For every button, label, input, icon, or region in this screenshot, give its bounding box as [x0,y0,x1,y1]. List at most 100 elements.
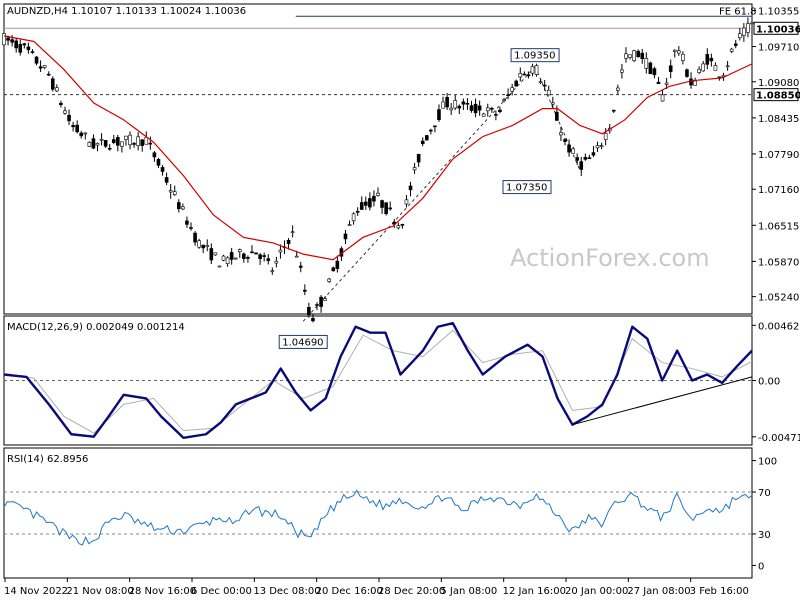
candlestick [583,153,588,161]
candle-body [632,50,636,61]
candle-body [30,51,35,53]
candle-body [681,53,685,61]
candle-body [738,33,742,39]
candlestick [457,104,462,115]
candle-body [473,103,478,114]
candle-body [250,251,254,254]
candle-body [10,39,14,43]
price-annotation: 1.07350 [502,180,552,195]
candlestick [172,185,177,197]
candle-body [502,99,506,102]
candle-body [628,54,632,58]
candlestick [140,139,145,152]
candle-body [555,111,559,121]
candle-body [677,50,681,54]
candlestick [177,199,181,213]
candle-body [538,81,543,84]
candle-body [59,102,63,106]
candlestick [437,104,441,122]
candle-body [388,207,392,210]
candlestick [205,239,210,252]
candlestick [384,202,388,216]
candle-body [485,107,490,112]
price-label-box: 1.10036 [753,21,800,35]
candlestick [136,132,140,151]
candle-body [583,157,588,160]
macd-title: MACD(12,26,9) 0.002049 0.001214 [7,322,185,333]
candlestick [303,284,307,296]
candle-body [490,107,494,110]
candlestick [26,42,31,54]
y-tick-label: 1.10355 [758,6,799,17]
candlestick [738,27,742,41]
candle-body [530,66,535,74]
candlestick [152,151,157,162]
candlestick [412,162,417,174]
candle-body [746,23,750,33]
candle-body [298,265,303,268]
annotation-label: 1.09350 [514,51,555,62]
candlestick [587,154,592,160]
candle-body [469,105,474,111]
candlestick [213,252,218,256]
candle-body [640,52,645,60]
candle-body [713,65,718,71]
candlestick [83,132,88,140]
candlestick [67,109,71,126]
x-tick-label: 20 Jan 00:00 [565,586,628,597]
candle-body [132,143,136,145]
candle-body [656,81,661,84]
candlestick [347,220,352,226]
candle-body [368,198,372,208]
candle-body [534,65,539,75]
candlestick [616,84,620,95]
candle-body [481,113,486,117]
candle-body [181,206,185,210]
candlestick [713,62,718,71]
candlestick [396,222,401,230]
candle-body [587,157,592,160]
candlestick [34,56,39,66]
candlestick [465,98,470,110]
candlestick [359,196,364,210]
candle-body [660,94,665,102]
candle-body [733,43,738,46]
candlestick [189,222,193,231]
candlestick [286,238,291,250]
candle-body [63,110,67,114]
price-label-box: 1.08850 [753,88,800,102]
candle-body [278,249,283,253]
annotation-box [278,334,328,349]
candlestick [351,212,356,225]
candlestick [620,63,624,79]
candle-body [652,68,657,76]
candlestick [591,146,596,158]
candlestick [229,247,234,265]
candle-body [2,33,6,46]
candle-body [14,40,18,49]
candlestick [237,248,242,258]
x-tick-label: 6 Dec 00:00 [191,586,252,597]
candlestick [99,133,104,146]
candlestick [701,60,706,72]
candlestick [420,137,425,147]
candle-body [107,147,112,150]
candlestick [242,252,246,263]
candlestick [453,95,458,111]
candlestick [640,48,645,64]
candle-body [506,94,510,96]
candle-body [128,134,132,146]
candle-body [18,44,23,53]
candlestick [473,98,478,118]
candlestick [209,243,214,265]
candlestick [128,131,132,150]
candlestick [311,314,315,323]
y-tick-label: 1.09080 [758,78,799,89]
candlestick [652,66,657,79]
candle-body [644,58,649,69]
candle-body [449,107,453,111]
candle-body [685,69,689,77]
candlestick [729,47,734,54]
candle-body [286,240,291,245]
candlestick [648,61,653,75]
